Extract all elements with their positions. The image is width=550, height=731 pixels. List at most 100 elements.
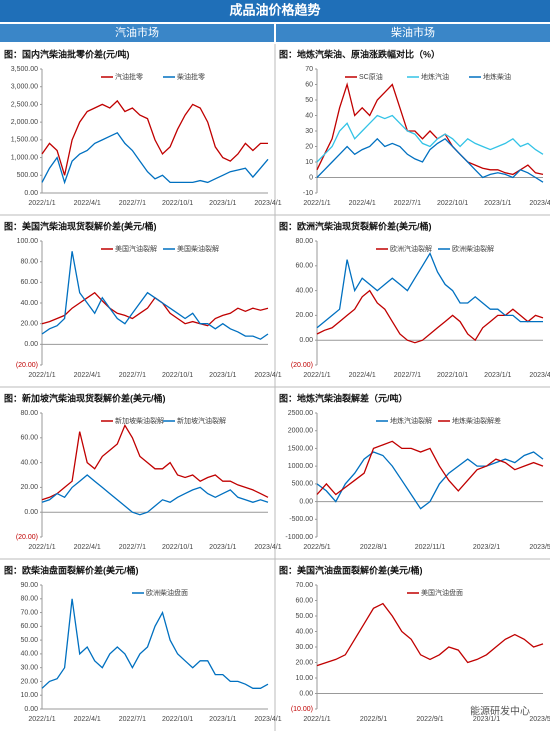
x-tick-label: 2023/4/1 [529, 200, 550, 207]
legend-label: 欧洲汽油裂解 [390, 244, 432, 253]
chart-title: 图：美国汽油盘面裂解价差(美元/桶) [279, 564, 423, 575]
x-tick-label: 2023/4/1 [254, 544, 281, 551]
y-tick-label: 20.00 [20, 678, 38, 685]
legend-label: SC原油 [359, 72, 383, 81]
y-tick-label: 0.00 [24, 706, 38, 713]
y-tick-label: 0.00 [299, 337, 313, 344]
x-tick-label: 2022/7/1 [119, 372, 146, 379]
x-tick-label: 2023/2/1 [473, 544, 500, 551]
x-tick-label: 2022/1/1 [28, 372, 55, 379]
x-tick-label: 2022/10/1 [162, 200, 193, 207]
section-bar [276, 24, 550, 42]
y-tick-label: 0 [309, 174, 313, 181]
x-tick-label: 2022/11/1 [415, 544, 446, 551]
y-tick-label: 70 [305, 66, 313, 73]
y-tick-label: 0.00 [24, 190, 38, 197]
x-tick-label: 2023/4/1 [254, 372, 281, 379]
chart-title: 图：地炼汽柴油裂解差（元/吨） [279, 392, 408, 403]
x-tick-label: 2022/4/1 [74, 200, 101, 207]
line-series [316, 82, 544, 176]
y-tick-label: 60.00 [20, 435, 38, 442]
line-series [316, 440, 544, 496]
x-tick-label: 2022/4/1 [74, 372, 101, 379]
y-tick-label: 50.00 [20, 637, 38, 644]
y-tick-label: 1,500.00 [11, 137, 38, 144]
y-tick-label: 500.00 [292, 481, 314, 488]
y-tick-label: 50.00 [295, 613, 313, 620]
y-tick-label: 60.00 [20, 279, 38, 286]
line-series [316, 137, 544, 183]
line-series [316, 451, 544, 510]
y-tick-label: -500.00 [289, 516, 313, 523]
line-series [41, 598, 269, 689]
y-tick-label: 20.00 [295, 659, 313, 666]
page-title: 成品油价格趋势 [229, 2, 320, 17]
x-tick-label: 2023/1/1 [209, 544, 236, 551]
x-tick-label: 2023/4/1 [254, 716, 281, 723]
y-tick-label: 60.00 [20, 623, 38, 630]
x-tick-label: 2023/5/1 [529, 716, 550, 723]
line-series [41, 131, 269, 185]
x-tick-label: 2023/5/1 [529, 544, 550, 551]
y-tick-label: 30 [305, 128, 313, 135]
y-tick-label: 0.00 [299, 690, 313, 697]
header-bar [0, 0, 550, 22]
x-tick-label: 2022/10/1 [162, 544, 193, 551]
y-tick-label: 80.00 [20, 259, 38, 266]
y-tick-label: 100.00 [17, 238, 39, 245]
x-tick-label: 2022/10/1 [437, 200, 468, 207]
x-tick-label: 2023/1/1 [209, 372, 236, 379]
y-tick-label: 2500.00 [288, 410, 313, 417]
y-tick-label: 60.00 [295, 263, 313, 270]
x-tick-label: 2022/4/1 [74, 716, 101, 723]
x-tick-label: 2022/1/1 [303, 716, 330, 723]
y-tick-label: 20.00 [20, 321, 38, 328]
x-tick-label: 2022/7/1 [394, 372, 421, 379]
line-series [41, 474, 269, 516]
x-tick-label: 2022/7/1 [119, 544, 146, 551]
legend-label: 欧洲柴油裂解 [452, 244, 494, 253]
y-tick-label: 50 [305, 97, 313, 104]
y-tick-label: 70.00 [20, 609, 38, 616]
line-series [316, 602, 544, 667]
chart-title: 图：欧洲汽柴油现货裂解价差(美元/桶) [279, 220, 432, 231]
x-tick-label: 2022/1/1 [303, 200, 330, 207]
x-tick-label: 2022/10/1 [162, 716, 193, 723]
y-tick-label: 20.00 [20, 484, 38, 491]
x-tick-label: 2023/1/1 [209, 716, 236, 723]
y-tick-label: 1500.00 [288, 445, 313, 452]
y-tick-label: 1,000.00 [11, 154, 38, 161]
y-tick-label: 2,500.00 [11, 101, 38, 108]
legend-label: 地炼汽油裂解 [390, 416, 432, 425]
y-tick-label: 20 [305, 143, 313, 150]
legend-label: 地炼柴油 [483, 72, 511, 81]
y-tick-label: (20.00) [291, 362, 313, 369]
y-tick-label: 10.00 [20, 692, 38, 699]
y-tick-label: 20.00 [295, 312, 313, 319]
y-tick-label: 90.00 [20, 582, 38, 589]
y-tick-label: 0.00 [299, 498, 313, 505]
legend-label: 地炼汽油 [421, 72, 449, 81]
y-tick-label: 2000.00 [288, 428, 313, 435]
x-tick-label: 2022/5/1 [360, 716, 387, 723]
y-tick-label: 10 [305, 159, 313, 166]
x-tick-label: 2022/9/1 [416, 716, 443, 723]
x-tick-label: 2023/1/1 [484, 200, 511, 207]
line-series [41, 99, 268, 176]
x-tick-label: 2022/5/1 [303, 544, 330, 551]
x-tick-label: 2022/7/1 [394, 200, 421, 207]
y-tick-label: 500.00 [17, 172, 39, 179]
legend-label: 美国汽油盘面 [421, 588, 463, 597]
x-tick-label: 2022/7/1 [119, 200, 146, 207]
y-tick-label: 1000.00 [288, 463, 313, 470]
legend-label: 新加坡柴油裂解 [115, 416, 164, 425]
line-series [41, 423, 269, 501]
chart-title: 图：国内汽柴油批零价差(元/吨) [4, 48, 130, 59]
legend-label: 美国汽油裂解 [115, 244, 157, 253]
y-tick-label: 3,500.00 [11, 66, 38, 73]
x-tick-label: 2022/1/1 [28, 200, 55, 207]
line-series [316, 114, 544, 163]
chart-title: 图：美国汽柴油现货裂解价差(美元/桶) [4, 220, 157, 231]
section-title: 汽油市场 [115, 25, 159, 39]
